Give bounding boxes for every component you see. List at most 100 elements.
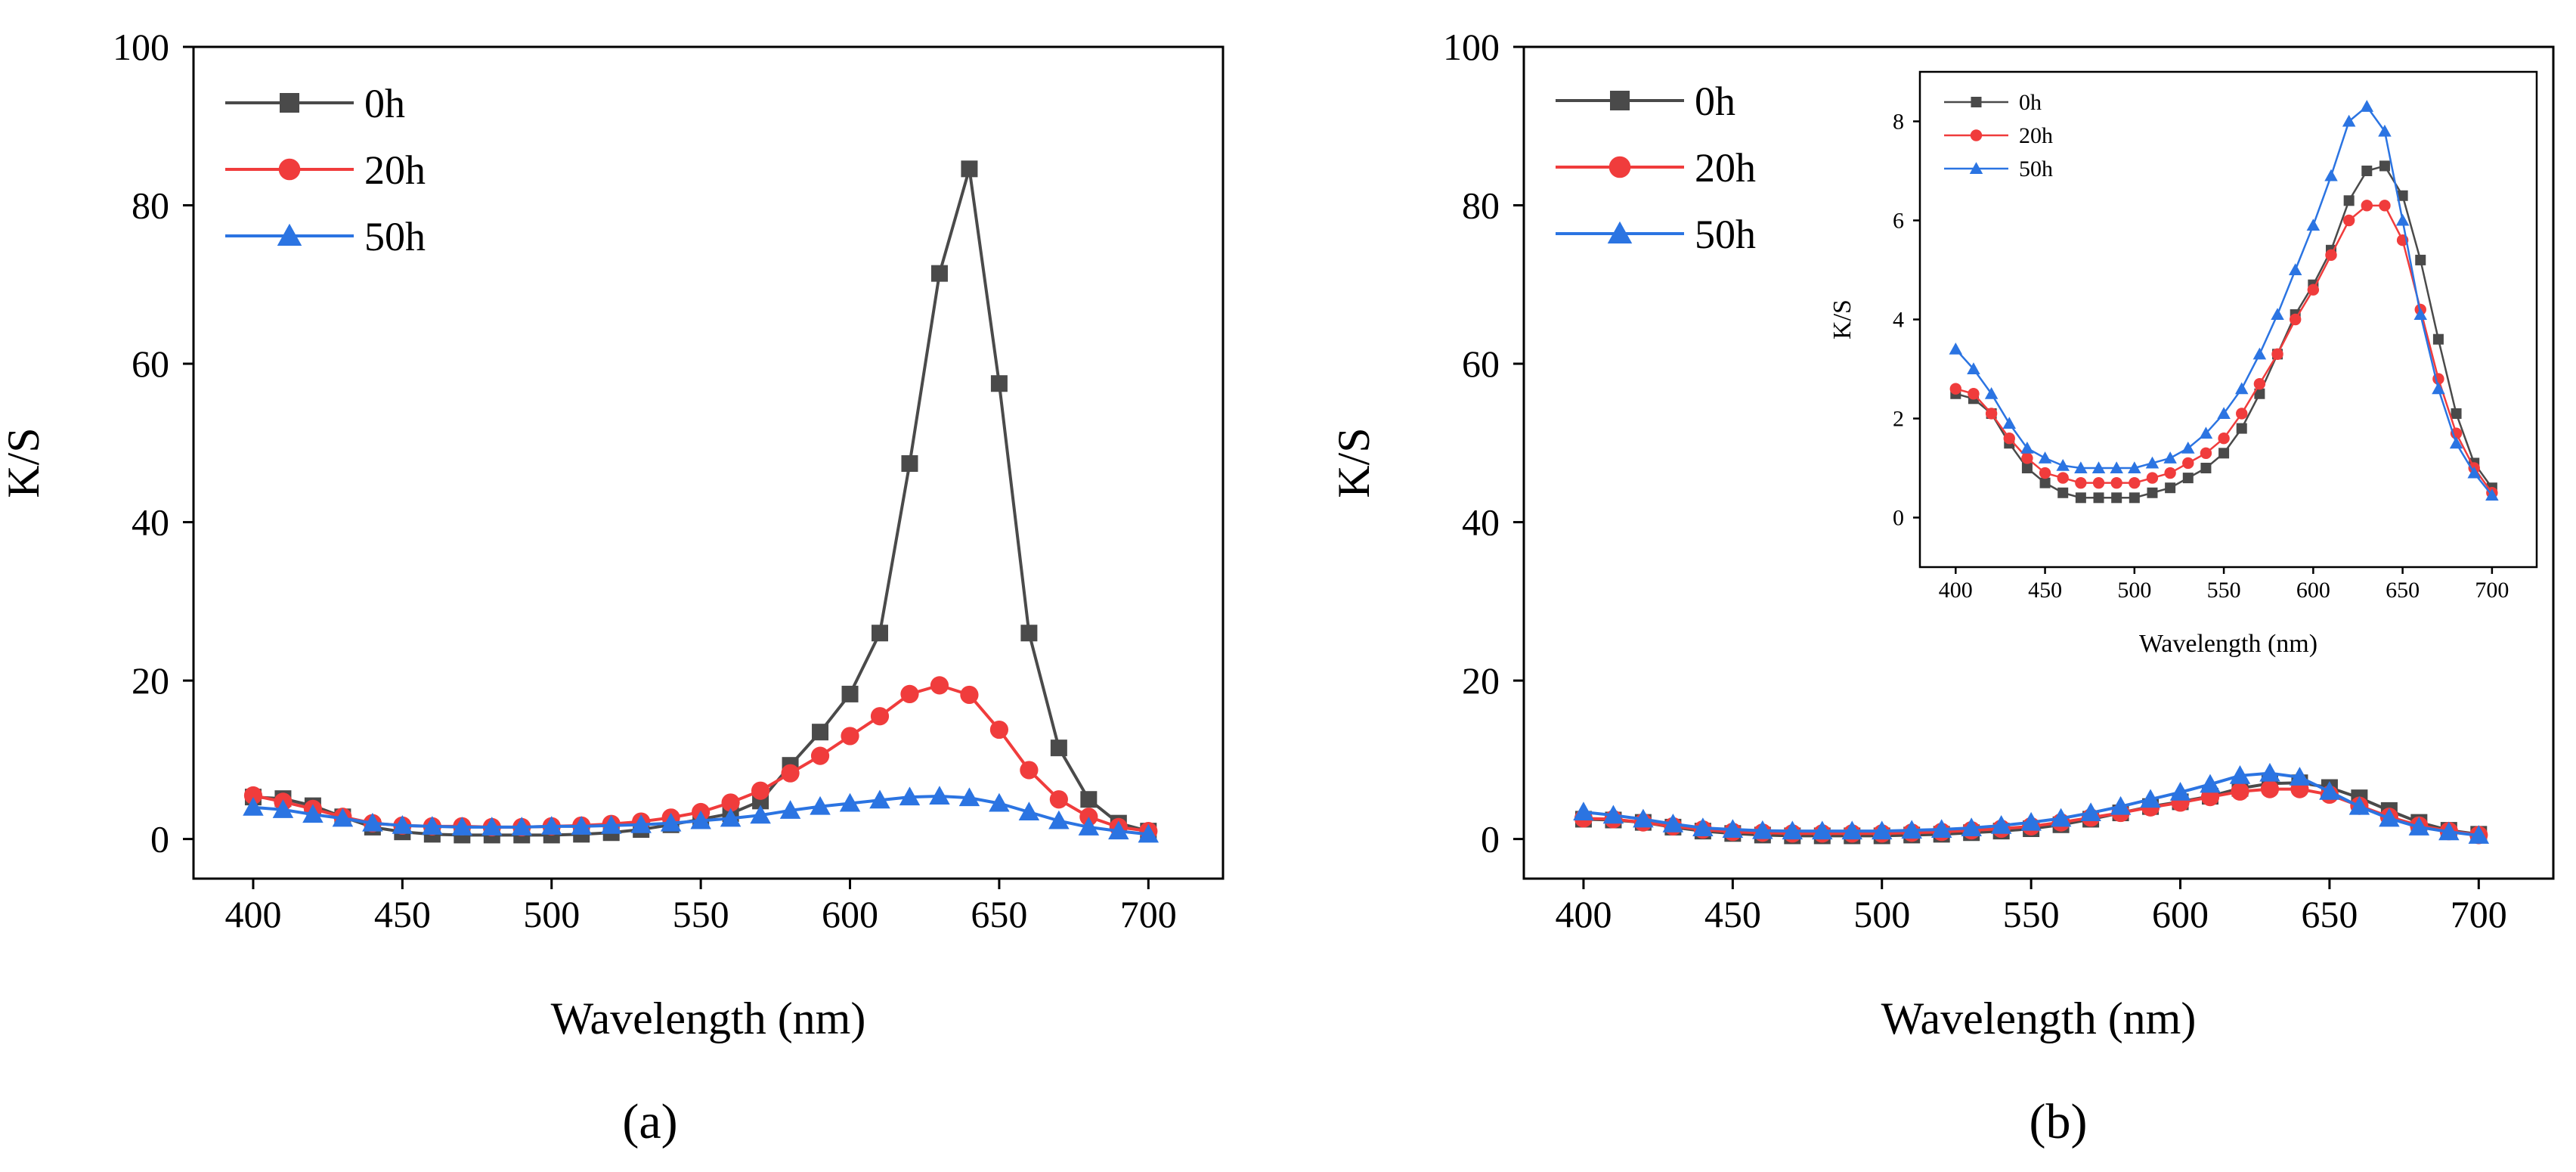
inset-data-point-20h (2003, 433, 2015, 445)
panel-a-data-point-0h (812, 724, 829, 741)
panel-a-data-point-50h (302, 804, 324, 823)
inset-data-point-50h (2145, 456, 2160, 469)
inset-y-tick-label: 8 (1893, 110, 1904, 135)
panel-b-data-point-50h (1602, 805, 1624, 824)
panel-a-legend-marker-50h (277, 223, 302, 246)
inset-data-point-20h (2200, 447, 2212, 460)
panel-b-legend-marker-20h (1608, 156, 1631, 178)
panel-a-data-point-50h (422, 816, 443, 835)
panel-a-data-point-50h (660, 812, 682, 832)
panel-b-x-tick-label: 500 (1853, 893, 1910, 935)
inset-data-point-20h (2253, 377, 2266, 390)
panel-a-data-point-50h (243, 796, 264, 816)
inset-y-tick-label: 4 (1893, 308, 1904, 333)
inset-data-point-20h (2039, 467, 2051, 479)
panel-a-data-point-50h (958, 787, 980, 807)
inset-chart: 400 450 500 550 600 650 700 0 2 4 6 8 Wavelength (nm… (1828, 70, 2538, 658)
panel-b-data-point-50h (2140, 789, 2161, 808)
panel-b-data-point-50h (1573, 801, 1594, 820)
panel-b-data-point-20h (2231, 782, 2249, 801)
panel-b-data-point-50h (1901, 820, 1922, 839)
panel-a-data-point-20h (870, 707, 890, 726)
inset-data-point-0h (2021, 463, 2033, 473)
panel-b-data-point-50h (2169, 782, 2191, 801)
panel-b-y-tick-label: 80 (1462, 184, 1500, 227)
panel-b-data-point-50h (1752, 820, 1773, 839)
panel-a-data-point-50h (989, 792, 1010, 812)
panel-b-x-axis-label: Wavelength (nm) (1881, 994, 2197, 1043)
inset-data-point-50h (2038, 451, 2052, 464)
panel-a-legend-marker-20h (278, 158, 301, 181)
panel-a-x-tick-label: 650 (971, 893, 1027, 935)
panel-a-data-point-0h (1020, 625, 1038, 642)
panel-b-data-point-50h (1812, 820, 1833, 840)
panel-a-data-point-50h (272, 799, 294, 818)
panel-a-data-point-20h (989, 720, 1009, 739)
panel-a-data-point-50h (779, 800, 801, 819)
panel-b-data-point-50h (2289, 767, 2311, 786)
chart-panel-b: 400 450 500 550 600 650 700020406080100Wavelen… (1329, 26, 2555, 1149)
panel-b-data-point-50h (2229, 765, 2251, 784)
inset-data-point-0h (2200, 463, 2212, 473)
panel-b-data-point-50h (2348, 795, 2370, 815)
inset-x-tick-label: 700 (2475, 578, 2509, 603)
inset-x-tick-label: 500 (2117, 578, 2151, 603)
inset-data-point-20h (2289, 313, 2302, 326)
panel-a-y-tick-label: 80 (132, 184, 169, 227)
inset-data-point-20h (2057, 472, 2069, 484)
panel-b-data-point-50h (1633, 808, 1654, 828)
inset-data-point-50h (2342, 114, 2356, 127)
panel-a-data-point-50h (929, 786, 950, 805)
panel-a-y-axis-label: K/S (0, 427, 48, 498)
chart-panel-a: 400 450 500 550 600 650 700 0 20 40 60 80 100 Wavelen… (0, 26, 1225, 1149)
inset-data-point-50h (2181, 442, 2195, 454)
panel-a-legend-label-50h: 50h (364, 214, 426, 259)
panel-b-data-point-50h (2468, 825, 2490, 844)
inset-data-point-50h (2467, 466, 2481, 479)
inset-data-point-50h (2271, 308, 2284, 320)
panel-b-plot-frame (1522, 45, 2555, 880)
panel-b-data-point-50h (2200, 774, 2221, 793)
inset-data-point-50h (2413, 308, 2428, 320)
inset-plot-frame (1918, 70, 2538, 569)
inset-data-point-50h (2395, 213, 2410, 226)
panel-a-data-point-50h (1078, 817, 1100, 836)
panel-a-data-point-50h (810, 795, 831, 815)
inset-data-point-0h (2361, 166, 2373, 176)
panel-b-data-point-50h (2020, 811, 2042, 831)
inset-data-point-50h (2449, 436, 2463, 449)
inset-data-point-20h (2110, 476, 2122, 489)
panel-a-data-point-50h (899, 786, 921, 806)
inset-data-point-0h (2432, 333, 2444, 345)
panel-a-data-point-50h (332, 808, 354, 827)
inset-y-axis-label: K/S (1828, 299, 1856, 340)
panel-b-data-point-50h (2319, 781, 2340, 800)
inset-data-point-0h (2075, 492, 2086, 504)
panel-a-x-tick-label: 700 (1120, 893, 1177, 935)
panel-a-data-point-50h (362, 812, 383, 832)
panel-a-legend-label-20h: 20h (364, 147, 426, 193)
inset-y-tick-label: 6 (1893, 209, 1904, 234)
inset-data-point-50h (2056, 458, 2070, 471)
panel-a-data-point-50h (839, 792, 861, 812)
panel-a-x-tick-label: 600 (822, 893, 878, 935)
panel-b-series-50h (1573, 762, 2490, 844)
panel-b-data-point-50h (1930, 819, 1952, 839)
panel-b-x-tick-label: 700 (2451, 893, 2507, 935)
panel-a-data-point-0h (930, 265, 948, 282)
panel-a-plot-frame (192, 45, 1225, 880)
inset-data-point-50h (2217, 407, 2231, 419)
panel-a-data-point-50h (1108, 820, 1129, 840)
panel-a-data-point-50h (750, 805, 771, 824)
inset-data-point-0h (2057, 487, 2069, 498)
panel-a-legend-label-0h: 0h (364, 81, 405, 126)
inset-data-point-0h (2129, 492, 2140, 504)
inset-legend-label-0h: 0h (2019, 90, 2042, 115)
panel-b-data-point-50h (2408, 817, 2430, 836)
panel-a-data-point-50h (1138, 823, 1160, 843)
panel-a-series-50h (243, 786, 1160, 843)
inset-y-tick-label: 2 (1893, 407, 1904, 432)
inset-data-point-50h (1967, 362, 1980, 374)
panel-b-panel-label: (b) (2030, 1094, 2088, 1149)
panel-a-data-point-50h (600, 815, 622, 834)
